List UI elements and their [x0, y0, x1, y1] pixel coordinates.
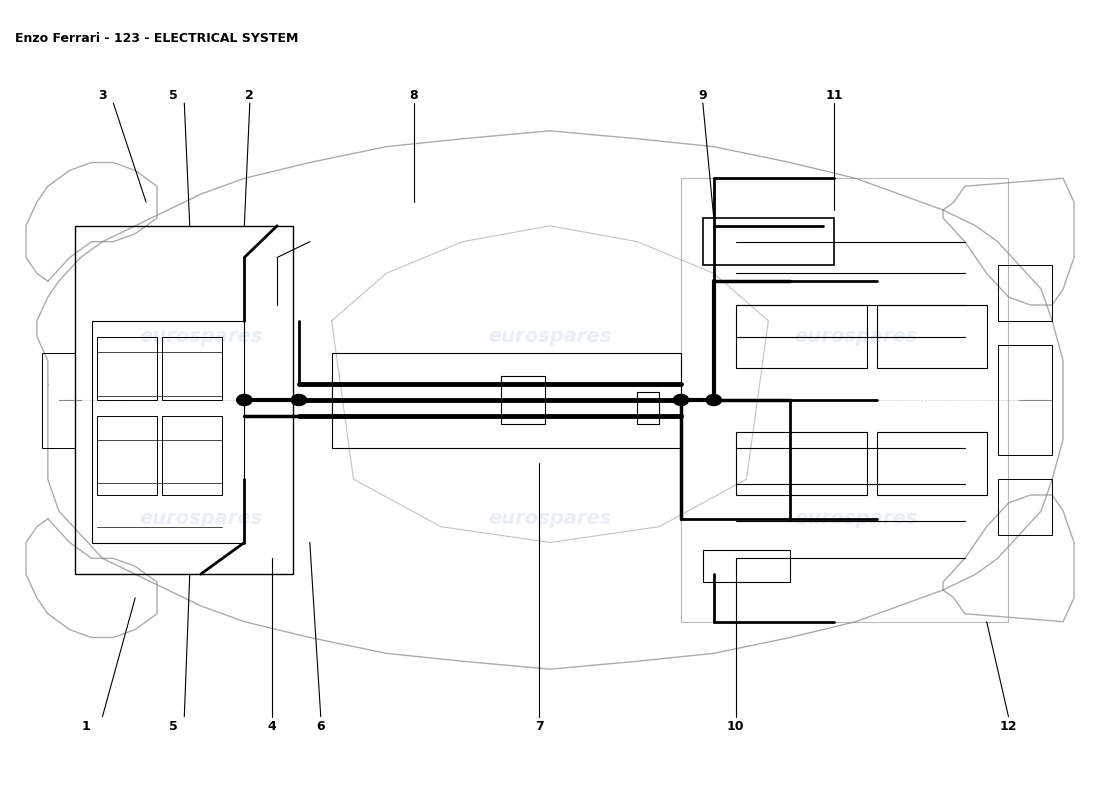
Bar [998, 266, 1053, 321]
Text: 12: 12 [1000, 720, 1018, 733]
Bar [500, 376, 544, 424]
Bar [163, 416, 222, 495]
Bar [637, 392, 659, 424]
Circle shape [292, 394, 307, 406]
Text: eurospares: eurospares [139, 327, 263, 346]
Bar [332, 353, 681, 447]
Text: 8: 8 [409, 89, 418, 102]
Text: 5: 5 [169, 89, 178, 102]
Text: eurospares: eurospares [794, 327, 917, 346]
Bar [43, 353, 75, 447]
Text: 6: 6 [317, 720, 326, 733]
Text: eurospares: eurospares [488, 510, 612, 528]
Bar [736, 432, 867, 495]
Bar [736, 305, 867, 368]
Bar [878, 305, 987, 368]
Bar [703, 218, 834, 266]
Text: eurospares: eurospares [488, 327, 612, 346]
Circle shape [236, 394, 252, 406]
Bar [681, 178, 1009, 622]
Circle shape [706, 394, 722, 406]
Bar [97, 416, 157, 495]
Text: 7: 7 [535, 720, 543, 733]
Text: Enzo Ferrari - 123 - ELECTRICAL SYSTEM: Enzo Ferrari - 123 - ELECTRICAL SYSTEM [15, 32, 298, 45]
Bar [998, 345, 1053, 455]
Bar [998, 479, 1053, 534]
Text: 9: 9 [698, 89, 707, 102]
Bar [163, 337, 222, 400]
Text: 1: 1 [81, 720, 90, 733]
Text: eurospares: eurospares [139, 510, 263, 528]
Bar [878, 432, 987, 495]
Bar [75, 226, 294, 574]
Text: 2: 2 [245, 89, 254, 102]
Bar [91, 321, 244, 542]
Circle shape [673, 394, 689, 406]
Text: 4: 4 [267, 720, 276, 733]
Text: eurospares: eurospares [794, 510, 917, 528]
Text: 5: 5 [169, 720, 178, 733]
Bar [703, 550, 790, 582]
Bar [97, 337, 157, 400]
Text: 3: 3 [98, 89, 107, 102]
Text: 10: 10 [727, 720, 745, 733]
Text: 11: 11 [825, 89, 843, 102]
